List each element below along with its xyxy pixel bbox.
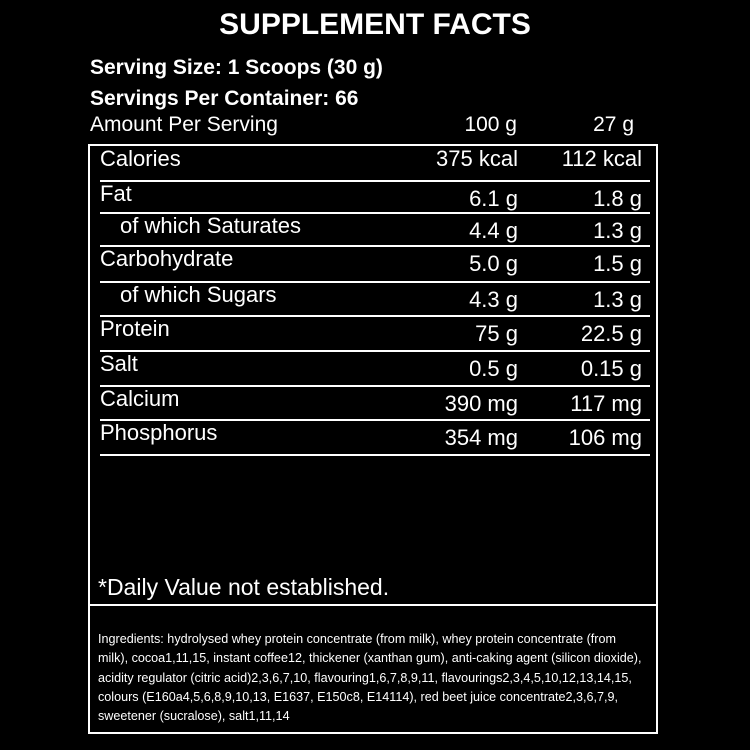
column-header-100g: 100 g bbox=[464, 113, 517, 136]
nutrient-row: Phosphorus 354 mg 106 mg bbox=[100, 420, 650, 456]
nutrition-table: Calories 375 kcal 112 kcal Fat 6.1 g 1.8 g of … bbox=[88, 144, 658, 734]
value-per-serving: 1.3 g bbox=[593, 287, 642, 312]
nutrient-row: of which Saturates 4.4 g 1.3 g bbox=[100, 213, 650, 247]
servings-per-container: Servings Per Container: 66 bbox=[90, 87, 359, 110]
value-per-serving: 1.5 g bbox=[593, 251, 642, 276]
nutrient-name: Calories bbox=[100, 146, 181, 171]
nutrient-name: of which Sugars bbox=[120, 282, 277, 307]
label-title: SUPPLEMENT FACTS bbox=[219, 8, 531, 41]
value-per-serving: 117 mg bbox=[570, 391, 642, 416]
serving-size: Serving Size: 1 Scoops (30 g) bbox=[90, 56, 383, 79]
value-per-100g: 390 mg bbox=[444, 391, 518, 416]
value-per-serving: 1.3 g bbox=[593, 218, 642, 243]
nutrient-name: Salt bbox=[100, 351, 138, 376]
nutrient-name: Calcium bbox=[100, 386, 180, 411]
value-per-100g: 6.1 g bbox=[469, 186, 518, 211]
nutrient-name: Protein bbox=[100, 316, 170, 341]
value-per-100g: 4.4 g bbox=[469, 218, 518, 243]
value-per-serving: 106 mg bbox=[568, 425, 642, 450]
value-per-serving: 0.15 g bbox=[580, 356, 642, 381]
divider bbox=[90, 604, 656, 606]
nutrient-name: of which Saturates bbox=[120, 213, 301, 238]
value-per-serving: 22.5 g bbox=[580, 321, 642, 346]
value-per-100g: 354 mg bbox=[444, 425, 518, 450]
nutrient-row: Fat 6.1 g 1.8 g bbox=[100, 181, 650, 214]
nutrient-row: Protein 75 g 22.5 g bbox=[100, 316, 650, 352]
value-per-100g: 5.0 g bbox=[469, 251, 518, 276]
nutrient-row: Calories 375 kcal 112 kcal bbox=[100, 146, 650, 182]
column-header-serving: 27 g bbox=[593, 113, 634, 136]
value-per-100g: 0.5 g bbox=[469, 356, 518, 381]
nutrient-name: Carbohydrate bbox=[100, 246, 234, 271]
nutrient-row: Calcium 390 mg 117 mg bbox=[100, 386, 650, 421]
value-per-100g: 375 kcal bbox=[436, 146, 518, 171]
value-per-100g: 75 g bbox=[475, 321, 518, 346]
value-per-100g: 4.3 g bbox=[469, 287, 518, 312]
daily-value-note: *Daily Value not established. bbox=[98, 574, 390, 600]
value-per-serving: 1.8 g bbox=[593, 186, 642, 211]
nutrient-row: of which Sugars 4.3 g 1.3 g bbox=[100, 282, 650, 317]
nutrient-name: Phosphorus bbox=[100, 420, 218, 445]
nutrient-row: Carbohydrate 5.0 g 1.5 g bbox=[100, 246, 650, 283]
amount-per-serving: Amount Per Serving bbox=[90, 113, 278, 136]
value-per-serving: 112 kcal bbox=[561, 146, 642, 171]
ingredients-text: Ingredients: hydrolysed whey protein con… bbox=[98, 632, 642, 724]
nutrient-row: Salt 0.5 g 0.15 g bbox=[100, 351, 650, 387]
nutrient-name: Fat bbox=[100, 181, 132, 206]
